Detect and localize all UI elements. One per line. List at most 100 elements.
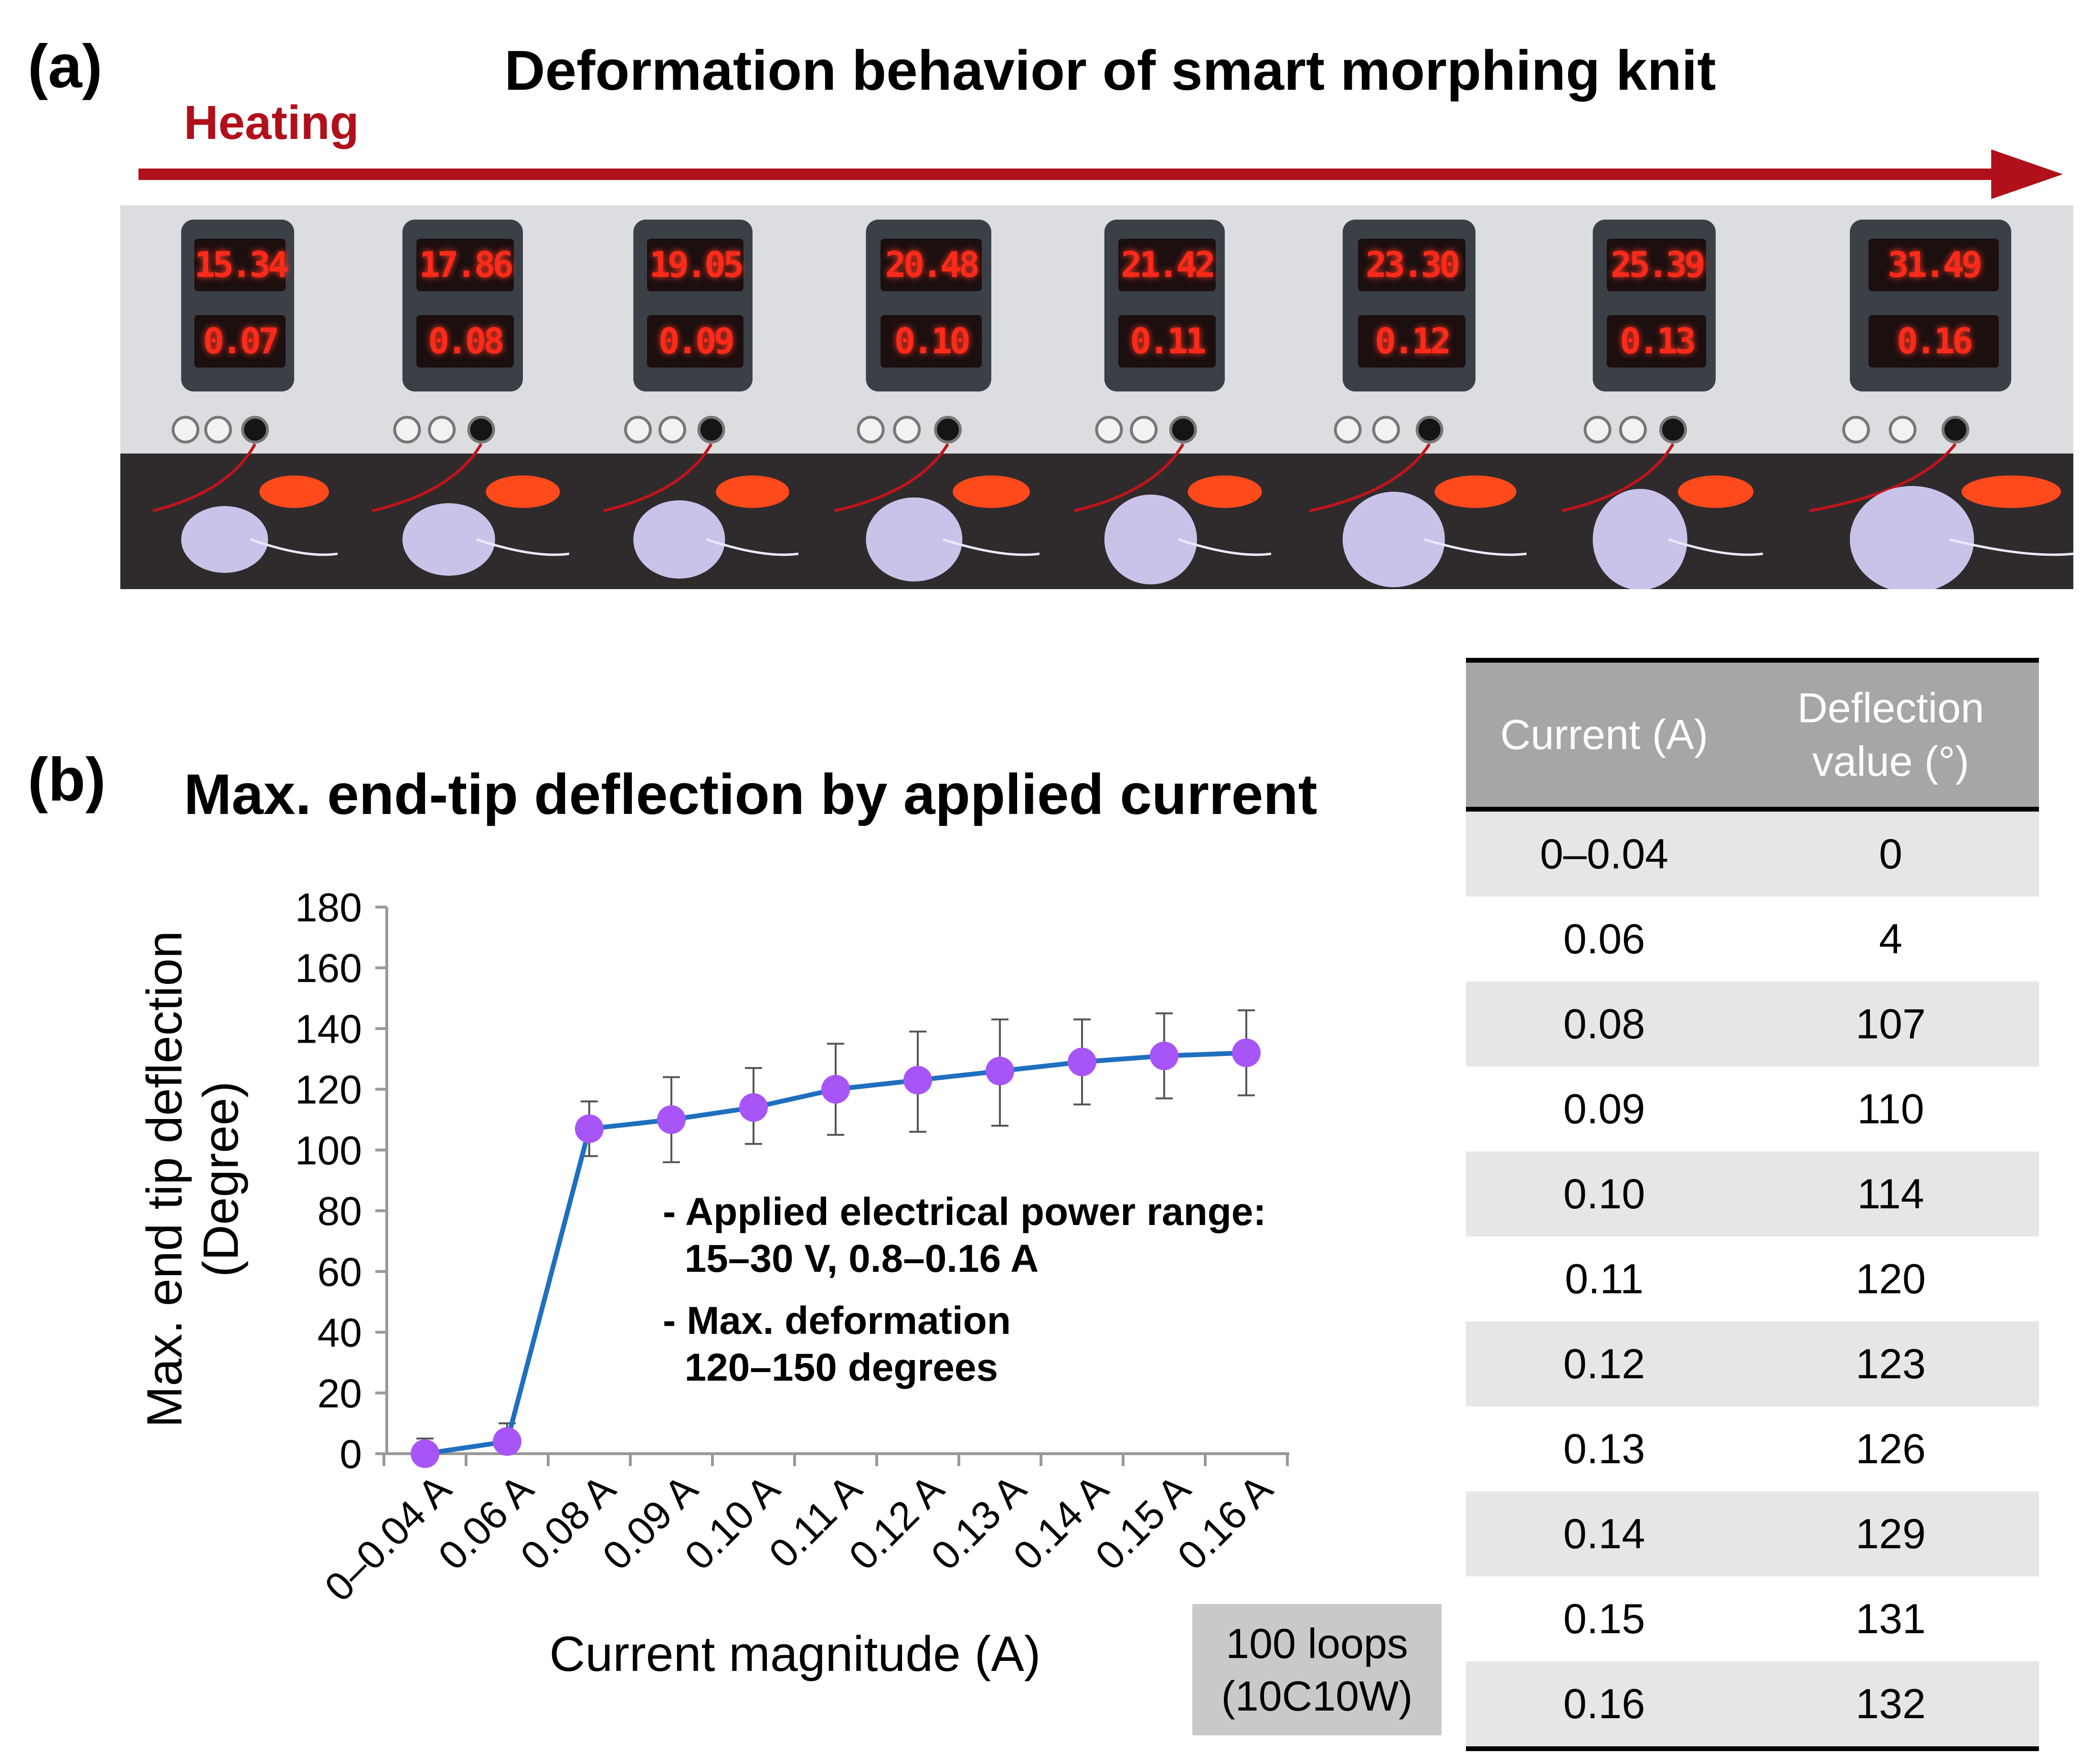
current-readout: 0.11 (1118, 315, 1216, 368)
photo-frame: 15.34 0.07 (120, 205, 338, 589)
annotation-power-range: - Applied electrical power range: 15–30 … (663, 1190, 1266, 1280)
voltage-readout: 23.30 (1358, 239, 1465, 291)
y-tick-label: 100 (295, 1128, 362, 1173)
table-row: 0.11 120 (1466, 1236, 2039, 1321)
x-tick-label: 0.13 A (923, 1466, 1035, 1578)
table-row: 0.06 4 (1466, 897, 2039, 982)
table-cell-current: 0.11 (1565, 1255, 1644, 1302)
table-header-deflection: Deflection value (°) (1742, 658, 2039, 812)
y-tick-label: 40 (318, 1310, 362, 1355)
current-readout: 0.13 (1607, 315, 1707, 368)
y-tick-label: 140 (295, 1006, 362, 1051)
table-row: 0–0.04 0 (1466, 809, 2039, 897)
table-row: 0.14 129 (1466, 1491, 2039, 1576)
y-tick-label: 120 (295, 1067, 362, 1112)
y-tick-label: 0 (340, 1432, 362, 1477)
current-readout: 0.10 (880, 315, 982, 368)
data-point (739, 1093, 768, 1122)
y-axis-label-line: (Degree) (193, 1081, 249, 1277)
table-cell-current: 0.13 (1563, 1425, 1645, 1472)
heating-label: Heating (184, 96, 359, 149)
y-tick-label: 180 (295, 885, 362, 930)
photo-frame: 31.49 0.16 (1763, 205, 2073, 589)
table-header-deflection-text: Deflection value (°) (1797, 684, 1985, 785)
chart-annotation: - Applied electrical power range: 15–30 … (663, 1189, 1266, 1406)
table-cell-current: 0.09 (1563, 1085, 1645, 1132)
table-row: 0.09 110 (1466, 1067, 2039, 1151)
voltage-readout: 21.42 (1118, 239, 1216, 291)
data-point (575, 1114, 604, 1143)
voltage-readout: 20.48 (880, 239, 982, 291)
table-cell-current: 0–0.04 (1466, 809, 1743, 897)
x-tick-label: 0.06 A (430, 1466, 542, 1578)
table-cell-deflection: 131 (1856, 1595, 1926, 1642)
x-tick-label: 0.14 A (1005, 1466, 1117, 1578)
current-readout: 0.12 (1358, 315, 1465, 368)
x-axis-label: Current magnitude (A) (550, 1627, 1041, 1682)
photo-frame: 19.05 0.09 (569, 205, 798, 589)
table-row: 0.08 107 (1466, 982, 2039, 1067)
data-point (821, 1075, 850, 1104)
table-header-current: Current (A) (1466, 658, 1743, 812)
data-point (411, 1439, 439, 1468)
table-row: 0.13 126 (1466, 1406, 2039, 1491)
voltage-readout: 15.34 (194, 239, 289, 291)
y-tick-label: 20 (318, 1371, 362, 1416)
data-point (986, 1056, 1014, 1086)
table-cell-current: 0.08 (1466, 982, 1743, 1067)
loops-box: 100 loops (10C10W) (1192, 1604, 1442, 1735)
table-cell-deflection: 4 (1879, 915, 1902, 962)
table-row: 0.12 123 (1466, 1321, 2039, 1406)
y-tick-label: 80 (318, 1189, 362, 1234)
table-cell-deflection: 129 (1742, 1491, 2039, 1576)
x-tick-label: 0.15 A (1087, 1466, 1199, 1578)
x-tick-label: 0.08 A (512, 1466, 624, 1578)
table-row: 0.10 114 (1466, 1151, 2039, 1236)
table-cell-current: 0.16 (1466, 1661, 1743, 1751)
deflection-table: Current (A) Deflection value (°) 0–0.04 0… (1466, 658, 2039, 1751)
table-cell-deflection: 120 (1856, 1255, 1926, 1302)
y-axis-label: Max. end tip deflection(Degree) (137, 931, 249, 1428)
voltage-readout: 19.05 (647, 239, 744, 291)
table-cell-current: 0.12 (1466, 1321, 1743, 1406)
table-row: 0.16 132 (1466, 1661, 2039, 1751)
current-readout: 0.16 (1868, 315, 1999, 368)
table-cell-deflection: 0 (1742, 809, 2039, 897)
current-readout: 0.08 (416, 315, 514, 368)
x-tick-label: 0.09 A (594, 1466, 706, 1578)
x-tick-label: 0.12 A (840, 1466, 953, 1578)
table-cell-deflection: 126 (1856, 1425, 1926, 1472)
table-cell-current: 0.06 (1563, 915, 1645, 962)
data-point (1232, 1038, 1261, 1067)
panel-b-label: (b) (28, 746, 106, 814)
photo-frame: 25.39 0.13 (1527, 205, 1763, 589)
current-readout: 0.07 (194, 315, 286, 368)
photo-strip: 15.34 0.07 17.86 0.08 19.05 0.09 20.48 0.10 21.4… (120, 205, 2073, 589)
photo-frame: 17.86 0.08 (338, 205, 569, 589)
data-point (903, 1066, 932, 1095)
x-tick-label: 0.10 A (676, 1466, 788, 1578)
table-cell-current: 0.15 (1563, 1595, 1645, 1642)
data-point (657, 1105, 686, 1134)
heating-arrow (138, 149, 2063, 199)
y-tick-label: 60 (318, 1249, 362, 1294)
photo-frame: 21.42 0.11 (1040, 205, 1271, 589)
table-cell-current: 0.10 (1466, 1151, 1743, 1236)
data-point (1150, 1041, 1178, 1070)
current-readout: 0.09 (647, 315, 743, 368)
loops-count: 100 loops (1226, 1620, 1408, 1667)
voltage-readout: 25.39 (1607, 239, 1707, 291)
y-tick-label: 160 (295, 946, 362, 991)
loops-cycle: (10C10W) (1221, 1672, 1413, 1720)
photo-frame: 20.48 0.10 (798, 205, 1040, 589)
table-cell-deflection: 132 (1742, 1661, 2039, 1751)
table-cell-deflection: 114 (1742, 1151, 2039, 1236)
table-cell-deflection: 107 (1742, 982, 2039, 1067)
panel-a-label: (a) (28, 32, 103, 101)
annotation-max-deformation: - Max. deformation 120–150 degrees (663, 1299, 1011, 1389)
panel-b-title: Max. end-tip deflection by applied curre… (184, 762, 1317, 826)
y-axis-label-line: Max. end tip deflection (137, 931, 192, 1428)
voltage-readout: 31.49 (1868, 239, 1999, 291)
voltage-readout: 17.86 (416, 239, 514, 291)
